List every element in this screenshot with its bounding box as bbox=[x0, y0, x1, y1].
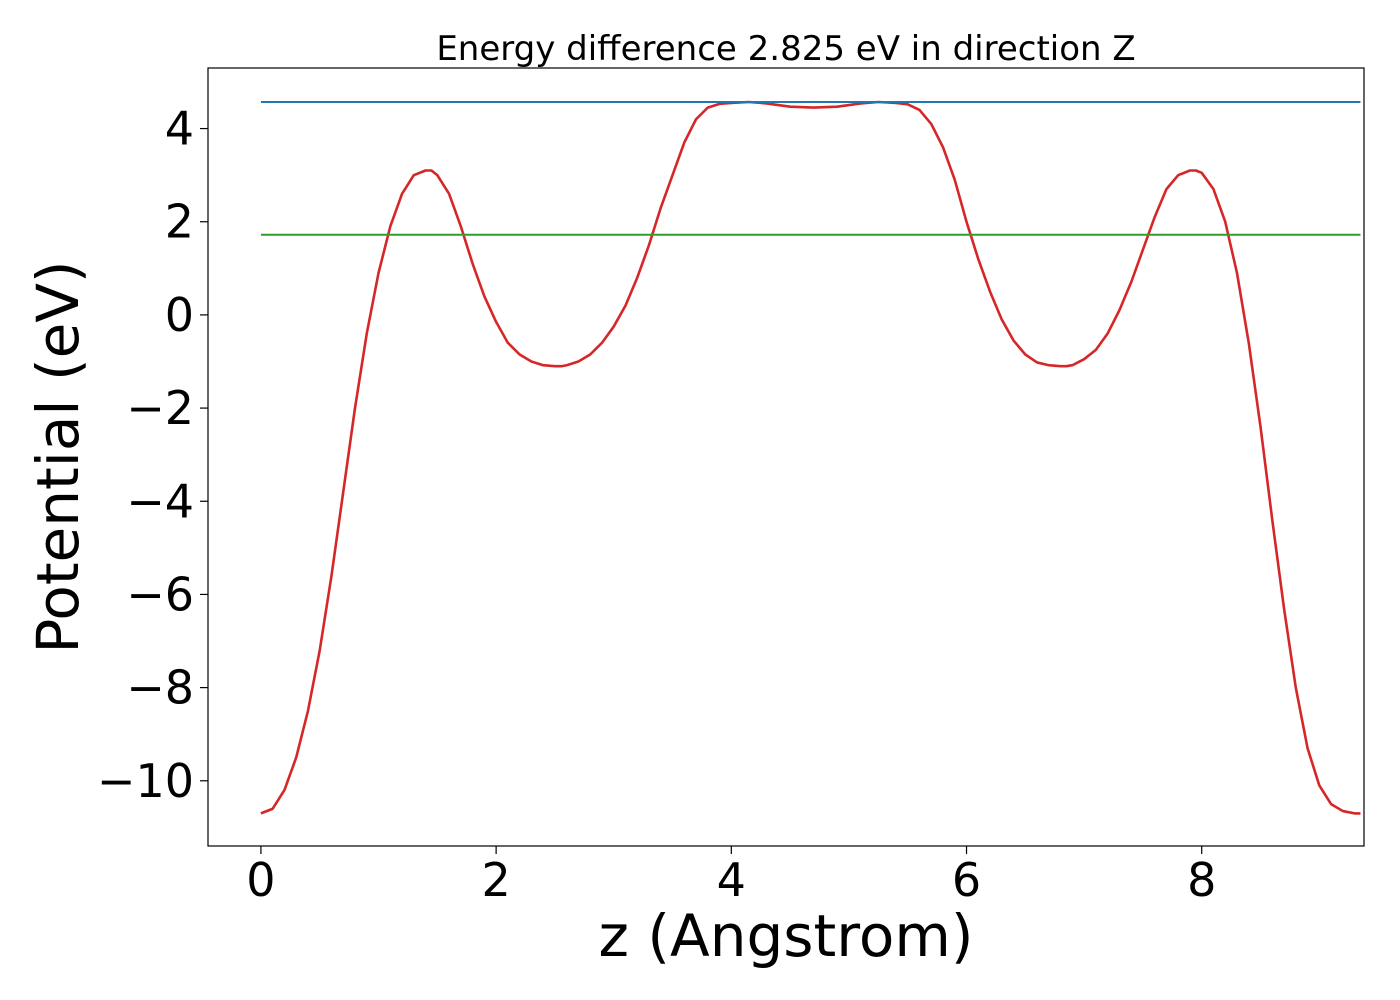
x-tick-label: 4 bbox=[717, 853, 746, 907]
y-tick-label: −4 bbox=[126, 474, 194, 528]
y-axis-ticks: −10 −8 −6 −4 −2 0 2 4 bbox=[97, 102, 208, 808]
x-tick-label: 8 bbox=[1187, 853, 1216, 907]
x-tick-label: 2 bbox=[481, 853, 510, 907]
y-axis-label: Potential (eV) bbox=[24, 260, 92, 653]
x-tick-label: 6 bbox=[952, 853, 981, 907]
x-axis-label: z (Angstrom) bbox=[599, 902, 974, 970]
y-tick-label: 0 bbox=[165, 288, 194, 342]
y-tick-label: −8 bbox=[126, 661, 194, 715]
y-tick-label: 2 bbox=[165, 195, 194, 249]
y-tick-label: −2 bbox=[126, 381, 194, 435]
x-axis-ticks: 0 2 4 6 8 bbox=[246, 846, 1216, 907]
series-layer bbox=[260, 100, 1361, 815]
y-tick-label: −6 bbox=[126, 567, 194, 621]
chart-title: Energy difference 2.825 eV in direction … bbox=[436, 29, 1135, 69]
plot-frame bbox=[207, 67, 1365, 847]
y-tick-label: 4 bbox=[165, 102, 194, 156]
x-tick-label: 0 bbox=[246, 853, 275, 907]
series-line-0 bbox=[260, 100, 1361, 815]
y-tick-label: −10 bbox=[97, 754, 194, 808]
